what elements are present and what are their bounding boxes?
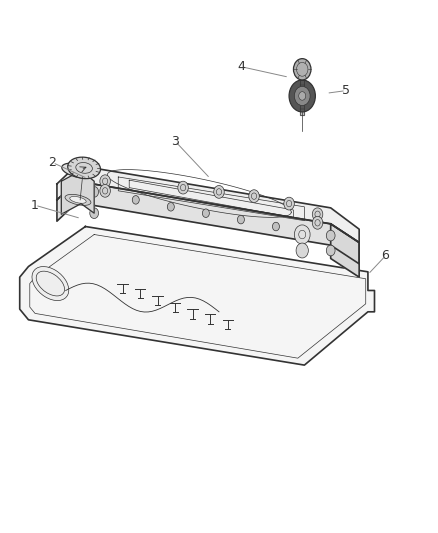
Circle shape [90, 187, 99, 197]
Circle shape [132, 196, 139, 204]
Polygon shape [57, 165, 359, 243]
Ellipse shape [65, 195, 91, 205]
Text: 5: 5 [342, 84, 350, 97]
Text: 2: 2 [49, 156, 57, 169]
Circle shape [296, 243, 308, 258]
Circle shape [326, 245, 335, 256]
Circle shape [167, 203, 174, 211]
Circle shape [312, 208, 323, 221]
Polygon shape [57, 181, 359, 264]
Circle shape [312, 216, 323, 229]
Text: 1: 1 [31, 199, 39, 212]
Text: 3: 3 [171, 135, 179, 148]
Circle shape [202, 209, 209, 217]
Circle shape [293, 59, 311, 80]
Polygon shape [20, 227, 374, 365]
Polygon shape [61, 171, 94, 214]
Circle shape [289, 80, 315, 112]
Circle shape [272, 222, 279, 231]
Circle shape [326, 230, 335, 241]
Circle shape [294, 225, 310, 244]
Ellipse shape [32, 266, 69, 301]
Ellipse shape [70, 197, 86, 203]
Circle shape [299, 92, 306, 100]
Circle shape [237, 215, 244, 224]
Circle shape [100, 184, 110, 197]
Circle shape [249, 190, 259, 203]
Ellipse shape [62, 163, 94, 178]
Circle shape [214, 185, 224, 198]
Circle shape [294, 86, 310, 106]
Circle shape [284, 197, 294, 210]
Polygon shape [300, 80, 304, 115]
Text: 4: 4 [237, 60, 245, 73]
Polygon shape [331, 224, 359, 277]
Ellipse shape [68, 157, 100, 179]
Circle shape [90, 208, 99, 219]
Circle shape [100, 175, 110, 188]
Circle shape [178, 181, 188, 194]
Text: 6: 6 [381, 249, 389, 262]
